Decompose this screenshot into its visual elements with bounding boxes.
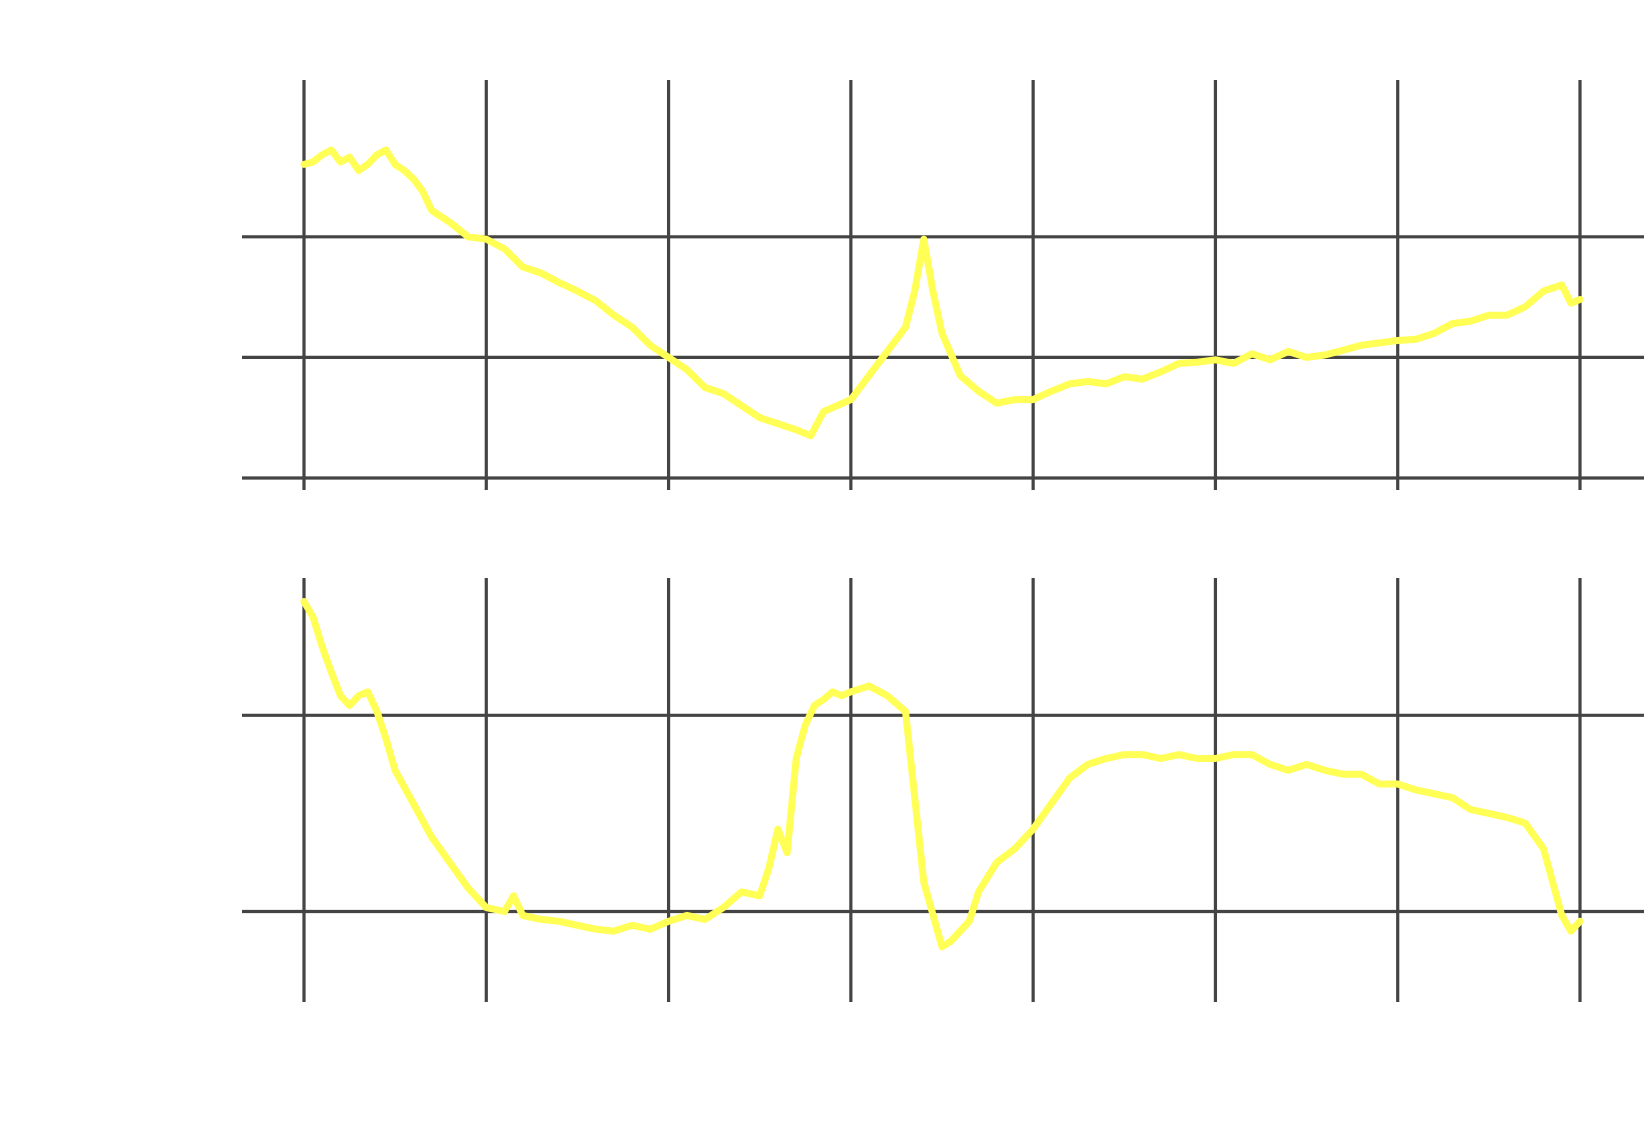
series-line-1-1 <box>300 146 1584 440</box>
series-line-2-1 <box>300 598 1584 951</box>
subplot-2 <box>242 578 1644 1002</box>
subplot-1 <box>242 80 1644 490</box>
